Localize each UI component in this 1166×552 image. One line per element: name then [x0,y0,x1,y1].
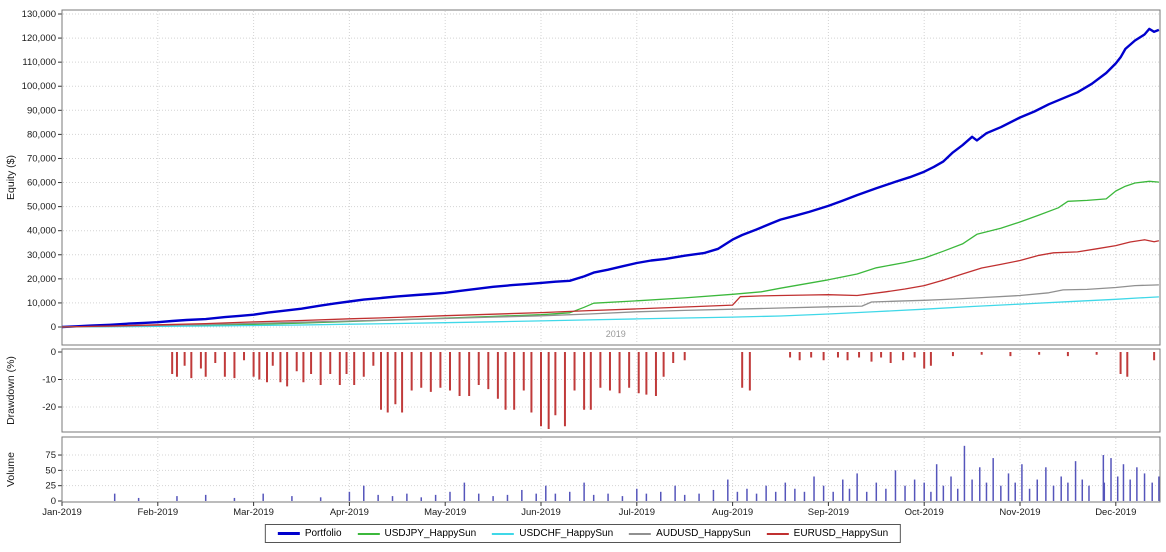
legend-item-EURUSD_HappySun[interactable]: EURUSD_HappySun [766,528,889,539]
equity-ytick-label: 90,000 [27,105,56,116]
equity-ytick-label: 110,000 [22,57,56,68]
drawdown-panel: 0 -10 -20 Drawdown (%) [5,347,1161,433]
legend-swatch-USDJPY_HappySun [357,532,380,535]
x-tick-label: Apr-2019 [330,507,369,518]
equity-ytick-label: 20,000 [27,274,56,285]
x-tick-label: Dec-2019 [1095,507,1136,518]
volume-ytick-label: 50 [45,465,56,476]
equity-ytick-label: 10,000 [27,298,56,309]
series-Portfolio [61,27,1160,329]
legend-label: USDJPY_HappySun [384,528,477,539]
legend-swatch-USDCHF_HappySun [492,532,515,535]
equity-ytick-label: 60,000 [27,178,56,189]
series-USDCHF_HappySun [61,296,1159,328]
legend-item-USDCHF_HappySun[interactable]: USDCHF_HappySun [492,528,613,539]
legend-label: USDCHF_HappySun [519,528,614,539]
legend-swatch-Portfolio [277,532,300,535]
year-annotation: 2019 [606,329,626,339]
x-tick-label: Feb-2019 [137,507,178,518]
legend-item-Portfolio[interactable]: Portfolio [277,528,342,539]
series-AUDUSD_HappySun [61,284,1159,328]
x-tick-label: May-2019 [424,507,466,518]
drawdown-ytick-label: 0 [51,347,56,358]
series-EURUSD_HappySun [61,239,1160,328]
equity-ytick-label: 50,000 [27,202,56,213]
drawdown-ytick-label: -20 [42,402,56,413]
volume-bars [113,445,1160,501]
legend-item-USDJPY_HappySun[interactable]: USDJPY_HappySun [357,528,477,539]
volume-ytick-label: 0 [51,496,56,507]
volume-panel: 0 25 50 75 Volume [5,436,1161,507]
x-tick-label: Nov-2019 [999,507,1040,518]
equity-axis-title: Equity ($) [5,155,17,200]
x-tick-label: Aug-2019 [712,507,753,518]
volume-ytick-label: 25 [45,481,56,492]
equity-ytick-label: 0 [51,322,56,333]
equity-ytick-label: 40,000 [27,226,56,237]
legend-label: AUDUSD_HappySun [656,528,751,539]
x-axis: Jan-2019 Feb-2019 Mar-2019 Apr-2019 May-2019… [42,502,1136,518]
drawdown-axis-title: Drawdown (%) [5,356,17,425]
equity-panel: 0 10,000 20,000 30,000 40,000 50,000 60,000 70,… [5,9,1161,346]
drawdown-ytick-label: -10 [42,375,56,386]
legend-label: EURUSD_HappySun [793,528,889,539]
equity-ytick-label: 70,000 [27,153,56,164]
equity-ytick-label: 80,000 [27,129,56,140]
x-tick-label: Sep-2019 [808,507,849,518]
volume-ytick-label: 75 [45,450,56,461]
equity-ytick-label: 100,000 [22,81,56,92]
legend-swatch-AUDUSD_HappySun [629,532,652,535]
equity-ytick-label: 30,000 [27,250,56,261]
x-tick-label: Oct-2019 [905,507,944,518]
legend: Portfolio USDJPY_HappySun USDCHF_HappySun A… [264,524,902,543]
x-tick-label: Jul-2019 [619,507,655,518]
x-tick-label: Mar-2019 [233,507,274,518]
equity-ytick-label: 130,000 [22,9,56,20]
x-tick-label: Jun-2019 [521,507,561,518]
legend-swatch-EURUSD_HappySun [766,532,789,535]
equity-ytick-label: 120,000 [22,33,56,44]
legend-label: Portfolio [304,528,342,539]
volume-axis-title: Volume [5,452,17,487]
x-tick-label: Jan-2019 [42,507,82,518]
legend-item-AUDUSD_HappySun[interactable]: AUDUSD_HappySun [629,528,751,539]
drawdown-bars [171,352,1156,429]
